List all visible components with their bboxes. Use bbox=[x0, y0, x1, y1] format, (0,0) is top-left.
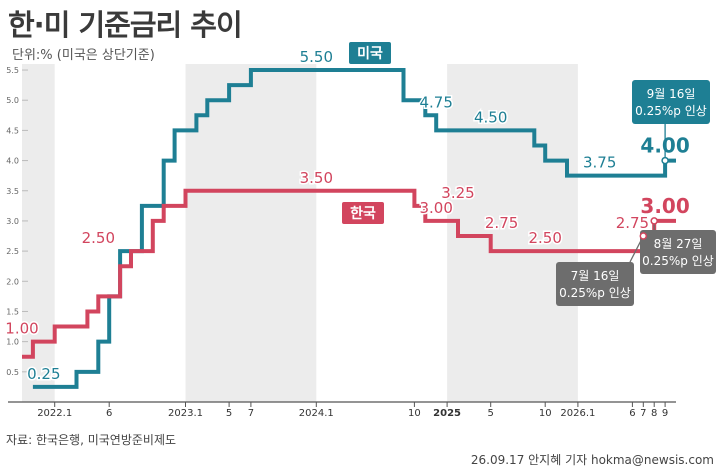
callout-text: 0.25%p 인상 bbox=[559, 286, 631, 300]
data-label: 2.50 bbox=[82, 229, 115, 247]
legend-label: 한국 bbox=[350, 206, 376, 222]
data-label: 4.50 bbox=[474, 108, 507, 126]
x-tick-label: 2023.1 bbox=[168, 408, 203, 419]
legend-label: 미국 bbox=[357, 46, 383, 62]
data-label: 4.75 bbox=[419, 93, 452, 111]
x-tick-label: 2026.1 bbox=[560, 408, 595, 419]
callout-marker bbox=[661, 156, 669, 165]
x-tick-label: 6 bbox=[106, 408, 112, 419]
data-label: 3.50 bbox=[300, 169, 333, 187]
x-tick-label: 2022.1 bbox=[37, 408, 72, 419]
callout-marker bbox=[639, 232, 648, 240]
x-tick-label: 2025 bbox=[433, 408, 461, 419]
callout-text: 7월 16일 bbox=[571, 269, 620, 283]
y-tick-label: 5.5 bbox=[6, 66, 19, 75]
y-tick-label: 1.5 bbox=[6, 307, 19, 316]
series-line-kr bbox=[22, 188, 676, 359]
x-tick-label: 9 bbox=[662, 408, 668, 419]
y-tick-label: 2.0 bbox=[6, 277, 19, 286]
legend-box bbox=[342, 202, 384, 224]
year-band bbox=[447, 64, 578, 402]
year-band bbox=[22, 64, 55, 402]
x-tick-label: 10 bbox=[408, 408, 421, 419]
data-label: 5.50 bbox=[300, 48, 333, 66]
data-label: 3.00 bbox=[419, 199, 452, 217]
series-line-us bbox=[32, 68, 676, 389]
data-label: 3.75 bbox=[583, 154, 616, 172]
callout-text: 9월 16일 bbox=[647, 87, 696, 101]
callout-box bbox=[556, 262, 634, 306]
x-tick-label: 10 bbox=[539, 408, 552, 419]
x-tick-label: 2024.1 bbox=[299, 408, 334, 419]
y-tick-label: 2.5 bbox=[6, 247, 19, 256]
data-label: 3.25 bbox=[441, 184, 474, 202]
credit-line: 26.09.17 안지혜 기자 hokma@newsis.com bbox=[470, 453, 714, 467]
data-label: 1.00 bbox=[5, 320, 38, 338]
x-tick-label: 6 bbox=[629, 408, 635, 419]
x-tick-label: 7 bbox=[248, 408, 254, 419]
y-tick-label: 1.0 bbox=[6, 338, 19, 347]
x-tick-label: 5 bbox=[226, 408, 232, 419]
data-label: 2.75 bbox=[485, 214, 518, 232]
data-label: 3.00 bbox=[640, 194, 689, 218]
callout-text: 8월 27일 bbox=[654, 237, 703, 251]
data-label: 0.25 bbox=[27, 365, 60, 383]
data-label: 2.50 bbox=[528, 229, 561, 247]
x-tick-label: 8 bbox=[651, 408, 657, 419]
source-note: 자료: 한국은행, 미국연방준비제도 bbox=[6, 433, 177, 447]
callout-text: 0.25%p 인상 bbox=[642, 254, 714, 268]
y-tick-label: 4.0 bbox=[6, 157, 19, 166]
unit-label: 단위:% (미국은 상단기준) bbox=[12, 48, 155, 63]
x-tick-label: 5 bbox=[488, 408, 494, 419]
y-tick-label: 4.5 bbox=[6, 126, 19, 135]
x-tick-label: 7 bbox=[640, 408, 646, 419]
callout-marker bbox=[650, 217, 658, 225]
y-tick-label: 3.5 bbox=[6, 187, 19, 196]
y-tick-label: 3.0 bbox=[6, 217, 19, 226]
y-tick-label: 5.0 bbox=[6, 96, 19, 105]
callout-leader bbox=[629, 235, 644, 263]
year-band bbox=[185, 64, 317, 402]
chart-title: 한·미 기준금리 추이 bbox=[8, 8, 243, 42]
data-label: 2.75 bbox=[616, 214, 649, 232]
callout-box bbox=[640, 230, 716, 274]
y-tick-label: 0.5 bbox=[6, 368, 19, 377]
callout-text: 0.25%p 인상 bbox=[635, 104, 707, 118]
callout-box bbox=[632, 80, 710, 124]
legend-box bbox=[349, 42, 391, 64]
